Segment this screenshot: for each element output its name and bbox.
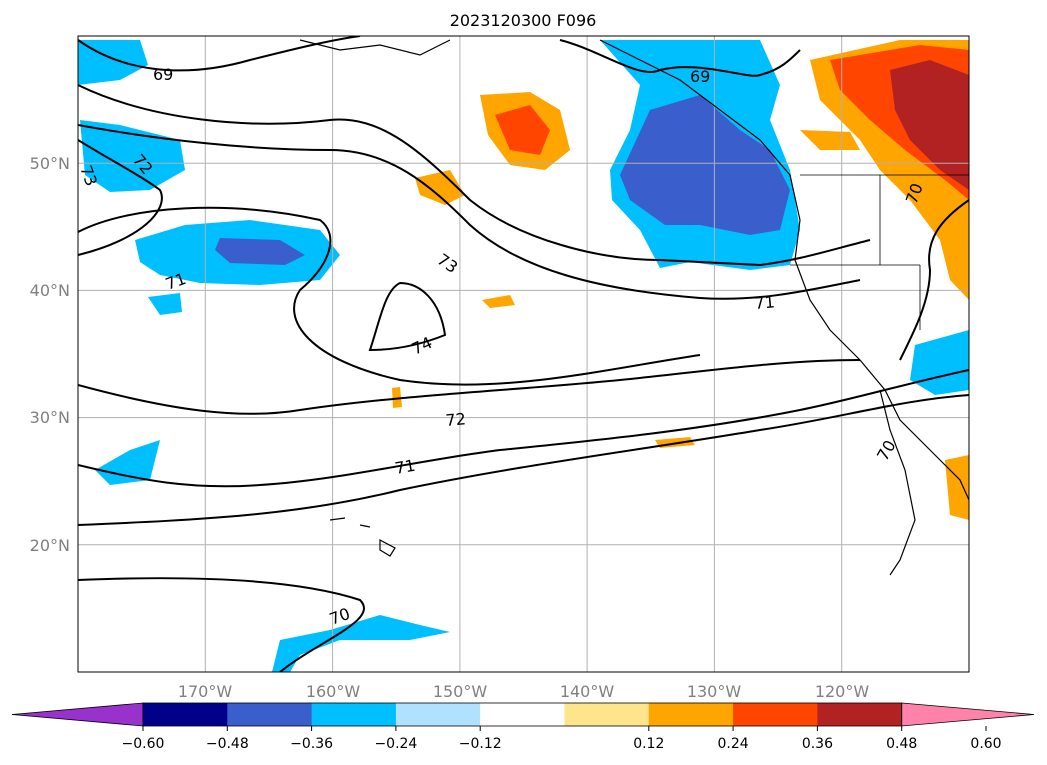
contour-71-loop (78, 206, 701, 386)
longitude-labels: 170°W 160°W 150°W 140°W 130°W 120°W (178, 682, 870, 701)
strong-positive-core-north-central (495, 105, 550, 155)
colorbar-tick-label: −0.36 (290, 736, 333, 752)
height-contours (78, 36, 969, 672)
contour-label: 69 (690, 67, 710, 86)
colorbar-tick-label: −0.60 (122, 736, 165, 752)
alaska-coast (299, 39, 451, 56)
map-frame (77, 35, 970, 673)
contour-72 (78, 84, 871, 267)
lon-label: 170°W (178, 682, 233, 701)
colorbar-tick-label: 0.36 (802, 736, 833, 752)
baja-peninsula (879, 389, 916, 576)
colorbar-tick-label: 0.24 (718, 736, 749, 752)
contour-70-south (78, 394, 969, 526)
negative-anomaly-east (910, 330, 969, 395)
contour-label: 71 (393, 456, 416, 478)
colorbar-tick-label: −0.24 (374, 736, 417, 752)
anomaly-shading (78, 40, 969, 672)
lon-label: 150°W (433, 682, 488, 701)
strong-negative-core-pnw (620, 95, 790, 235)
negative-anomaly-southern (272, 615, 450, 672)
lon-label: 120°W (815, 682, 870, 701)
colorbar-extend-high (901, 702, 1035, 727)
lon-label: 130°W (687, 682, 742, 701)
lat-label: 30°N (30, 408, 70, 427)
colorbar-segment (480, 703, 565, 726)
contour-label: 71 (754, 292, 776, 313)
colorbar-segment (733, 703, 818, 726)
colorbar-segment (311, 703, 397, 726)
contour-east-loop (899, 199, 969, 361)
lat-label: 50°N (30, 154, 70, 173)
map-panel (77, 35, 970, 673)
contour-label: 72 (445, 409, 467, 430)
contour-71-south (78, 369, 969, 488)
contour-73 (78, 124, 861, 300)
contour-northwest (78, 139, 163, 256)
colorbar-segment (648, 703, 734, 726)
contour-70-far (78, 577, 365, 672)
colorbar-extend-low (11, 702, 144, 727)
very-strong-positive-northeast (890, 60, 969, 190)
colorbar-segment (143, 703, 228, 726)
hawaii-islands (329, 517, 396, 557)
strong-negative-core-central (215, 238, 305, 265)
latitude-labels: 50°N 40°N 30°N 20°N (30, 154, 70, 555)
negative-anomaly-southwest (95, 440, 160, 485)
colorbar-tick-label: −0.12 (459, 736, 502, 752)
negative-anomaly-small (148, 293, 182, 315)
colorbar-tick-label: 0.60 (970, 736, 1001, 752)
contour-pnw-loop (559, 39, 801, 77)
coastlines (299, 39, 969, 576)
colorbar-segment (227, 703, 313, 726)
colorbar-tick-label: 0.48 (886, 736, 917, 752)
contour-69 (78, 36, 361, 72)
contour-72-south (78, 359, 861, 415)
figure-title: 2023120300 F096 (450, 11, 597, 30)
colorbar-tick-label: −0.48 (206, 736, 249, 752)
colorbar-frame (142, 702, 903, 727)
colorbar-segment (395, 703, 481, 726)
lat-label: 40°N (30, 281, 70, 300)
gridlines (78, 36, 969, 672)
colorbar-tick-label: 0.12 (633, 736, 664, 752)
contour-74-loop (368, 281, 447, 352)
lon-label: 160°W (306, 682, 361, 701)
positive-anomaly-sliver (800, 130, 860, 150)
positive-anomaly-small-a (415, 170, 465, 205)
colorbar-segment (817, 703, 903, 726)
north-american-coast (599, 39, 969, 501)
contour-label: 69 (153, 65, 173, 84)
positive-anomaly-small-d (392, 387, 402, 408)
positive-anomaly-small-b (482, 295, 515, 308)
lat-label: 20°N (30, 536, 70, 555)
colorbar: −0.60 −0.48 −0.36 −0.24 −0.12 0.12 0.24 0.36 0.4… (11, 702, 1035, 752)
lon-label: 140°W (560, 682, 615, 701)
colorbar-segment (564, 703, 650, 726)
